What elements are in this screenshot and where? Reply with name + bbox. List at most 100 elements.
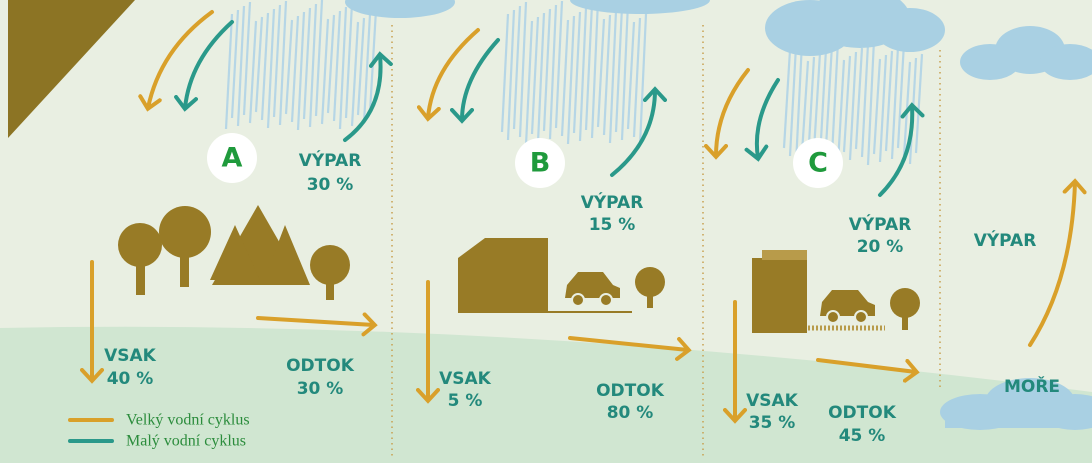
- infiltration-value: 5 %: [448, 391, 483, 411]
- evaporation-value: 30 %: [307, 175, 354, 195]
- rain-stripe: [520, 2, 526, 137]
- cloud: [960, 26, 1092, 80]
- rain-stripe: [544, 9, 550, 131]
- rain-stripe: [250, 21, 256, 123]
- evaporation-value: 15 %: [589, 215, 636, 235]
- house-b: [458, 238, 665, 312]
- rain-stripe: [286, 20, 292, 114]
- evaporation-label: VÝPAR: [849, 213, 912, 235]
- tree-trunk: [647, 288, 653, 308]
- rain-stripe: [310, 4, 316, 127]
- rain-arrow: [716, 70, 748, 156]
- car: [565, 272, 620, 298]
- rain-stripe: [280, 1, 286, 125]
- rain-arrow: [428, 30, 478, 118]
- rain-stripe: [562, 20, 568, 136]
- page: Vodní cyklus html, body { margin: 0; pad…: [0, 0, 1092, 463]
- rain-stripe: [826, 45, 832, 147]
- rain-stripe: [610, 11, 616, 143]
- rain-stripe: [862, 44, 868, 157]
- evaporation-value: 20 %: [857, 237, 904, 257]
- legend-label: Malý vodní cyklus: [126, 433, 246, 450]
- tree-trunk: [180, 245, 189, 287]
- cloud: [345, 0, 455, 18]
- car-wheel: [827, 311, 839, 323]
- runoff-value: 80 %: [607, 403, 654, 423]
- panel-letter: C: [808, 148, 828, 179]
- rain-stripe: [316, 0, 322, 116]
- rain-stripe: [532, 17, 538, 134]
- rain-stripe: [304, 8, 310, 119]
- infiltration-value: 35 %: [749, 413, 796, 433]
- car-wheel: [572, 294, 584, 306]
- sea-evaporation-label: VÝPAR: [974, 229, 1037, 251]
- evaporation-label: VÝPAR: [299, 149, 362, 171]
- trees: [118, 205, 350, 300]
- cloud-part: [875, 8, 945, 52]
- rain-stripe: [538, 13, 544, 142]
- rain-stripe: [568, 16, 574, 144]
- rain-stripe: [322, 19, 328, 124]
- rain-stripe: [784, 50, 790, 148]
- rain-stripe: [616, 7, 622, 132]
- rain-stripe: [346, 3, 352, 118]
- rain-stripe: [526, 21, 532, 145]
- rain-stripe: [352, 22, 358, 126]
- rain-stripe: [334, 11, 340, 121]
- rain-stripe: [580, 8, 586, 141]
- sea-label: MOŘE: [1004, 375, 1060, 397]
- rain-stripe: [874, 59, 880, 154]
- house: [458, 238, 548, 312]
- rain-stripe: [364, 14, 370, 123]
- rain-stripe: [880, 55, 886, 162]
- rain-stripe: [550, 5, 556, 139]
- infographic: A B C VÝPAR 30 % VSAK 40 % ODTOK 30 % VÝ…: [0, 0, 1092, 463]
- rain-stripe: [226, 14, 232, 129]
- rain-stripe: [514, 6, 520, 129]
- rain-stripe: [886, 51, 892, 151]
- rain-stripe: [850, 52, 856, 160]
- rain-stripe: [508, 10, 514, 140]
- runoff-arrow: [258, 318, 374, 325]
- rain-stripe: [328, 15, 334, 113]
- rain-arrow: [185, 22, 232, 108]
- rain-stripe: [814, 53, 820, 150]
- building: [752, 258, 807, 333]
- evaporation-arrow: [345, 55, 381, 140]
- rain-stripe: [622, 3, 628, 140]
- rain-stripe: [802, 61, 808, 153]
- infiltration-label: VSAK: [439, 369, 492, 389]
- rain-stripe: [628, 22, 634, 129]
- rain-stripe: [262, 13, 268, 120]
- car-wheel: [600, 294, 612, 306]
- infiltration-label: VSAK: [746, 391, 799, 411]
- rain-stripe: [604, 15, 610, 135]
- rain-stripe: [868, 40, 874, 165]
- rain-arrow: [757, 80, 778, 158]
- legend-label: Velký vodní cyklus: [126, 412, 250, 429]
- rain-arrow: [462, 40, 498, 120]
- body: {"panels": [ {"label": "A", "evaporation…: [0, 0, 1092, 463]
- cloud: [765, 0, 945, 56]
- runoff-label: ODTOK: [286, 356, 355, 376]
- rain-stripe: [256, 17, 262, 112]
- tree-trunk: [902, 310, 908, 330]
- rain-stripe: [244, 2, 250, 115]
- rain-stripe: [232, 10, 238, 118]
- building-c: [752, 250, 920, 333]
- rain-stripe: [892, 47, 898, 159]
- rain-stripe: [274, 5, 280, 117]
- tree-trunk: [326, 272, 334, 300]
- runoff-label: ODTOK: [596, 381, 665, 401]
- rain-stripe: [598, 19, 604, 127]
- rain-stripe: [916, 54, 922, 153]
- infiltration-value: 40 %: [107, 369, 154, 389]
- rain-stripe: [268, 9, 274, 128]
- tree-trunk: [136, 255, 145, 295]
- car-wheel: [855, 311, 867, 323]
- rain-stripe: [838, 60, 844, 163]
- rain-stripe: [298, 12, 304, 130]
- rain-stripe: [556, 1, 562, 128]
- runoff-label: ODTOK: [828, 403, 897, 423]
- rain-stripe: [586, 4, 592, 130]
